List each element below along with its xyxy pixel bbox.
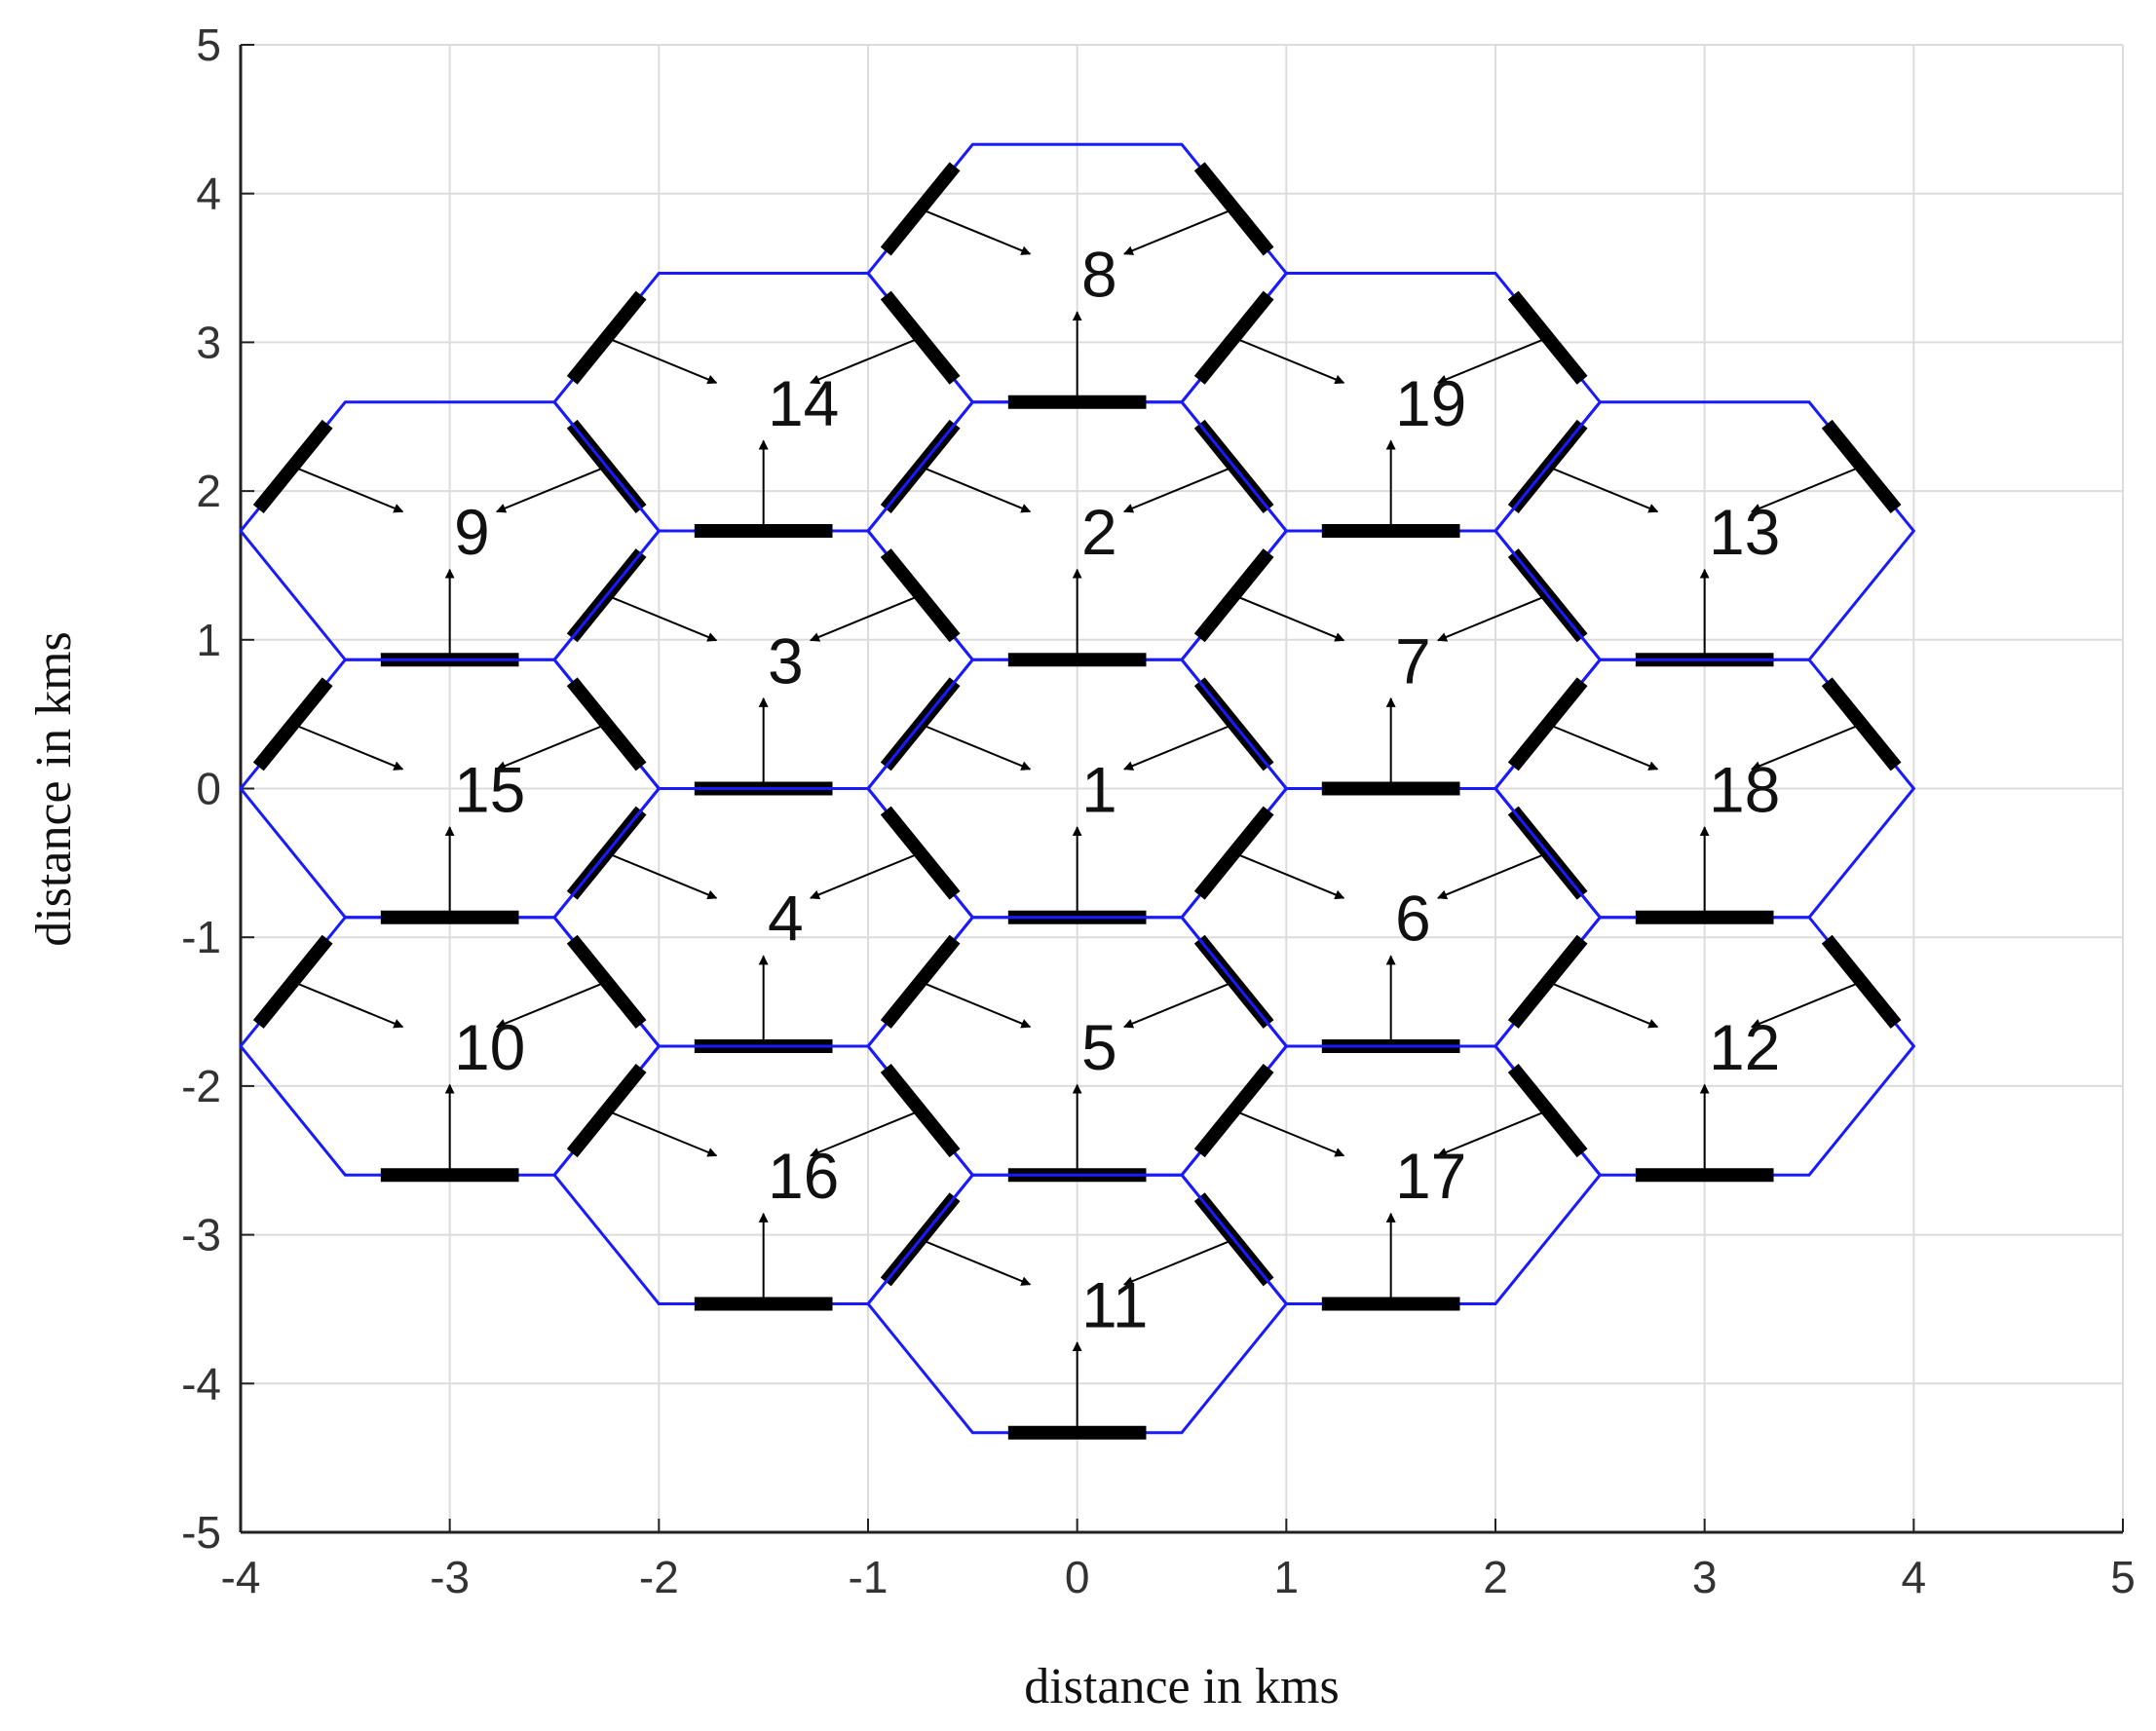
sector-arrow [496,980,608,1029]
y-tick-label: 4 [196,169,221,219]
sector-antenna [1507,1064,1588,1158]
cell-label: 6 [1395,883,1431,955]
hex-cell [1494,658,1916,920]
y-tick-label: 5 [196,19,221,70]
hex-cell [239,658,662,920]
cell-label: 1 [1081,754,1117,826]
sector-arrow [1547,980,1659,1029]
x-tick-label: 3 [1692,1552,1718,1602]
sector-arrow [606,851,718,900]
cell-label: 11 [1081,1268,1149,1340]
sector-arrow [1437,594,1549,642]
cell-label: 8 [1081,239,1117,311]
sector-arrow [496,723,608,771]
sector-arrow [1751,723,1863,771]
y-tick-label: 0 [196,764,221,814]
hex-cell [552,1044,975,1305]
sector-arrow [1437,1110,1549,1157]
x-tick-label: 0 [1065,1552,1090,1602]
sector-arrow [292,723,404,771]
hex-cell [1180,272,1603,533]
y-tick-label: 2 [196,466,221,516]
sector-arrow [1547,723,1659,771]
sector-arrow [1123,1238,1235,1286]
x-tick-label: -3 [430,1552,470,1602]
x-tick-label: 2 [1483,1552,1508,1602]
y-tick-label: -5 [181,1507,221,1558]
cell-label: 14 [768,367,839,439]
sector-arrow [1233,851,1345,900]
sector-arrow [606,336,718,385]
sector-arrow [920,723,1032,771]
sector-arrow [1233,594,1345,642]
sector-arrow [1123,980,1235,1029]
x-tick-label: -1 [849,1552,889,1602]
sector-arrow [606,594,718,642]
cell-label: 4 [768,883,804,955]
sector-antenna [1193,162,1274,256]
y-tick-label: -3 [181,1210,221,1261]
sector-arrow [920,1238,1032,1286]
sector-arrow [1123,723,1235,771]
sector-arrow [292,465,404,513]
sector-arrow [1751,980,1863,1029]
y-tick-label: 1 [196,615,221,665]
sector-antenna [566,1064,647,1158]
sector-arrow [1437,336,1549,385]
y-tick-label: -2 [181,1061,221,1111]
sector-arrow [810,1110,922,1157]
sector-arrow [1233,336,1345,385]
sector-arrow [292,980,404,1029]
cell-label: 16 [768,1140,839,1212]
y-axis-label: distance in kms [26,631,82,947]
y-tick-label: -1 [181,912,221,962]
x-tick-label: 4 [1902,1552,1927,1602]
cell-label: 9 [454,496,490,568]
sector-arrow [496,465,608,513]
cell-label: 7 [1395,624,1431,696]
cell-label: 17 [1395,1140,1466,1212]
y-tick-label: 3 [196,317,221,367]
cell-label: 19 [1395,367,1466,439]
sector-antenna [1821,677,1902,771]
sector-antenna [1507,290,1588,385]
sector-arrow [1123,465,1235,513]
sector-arrow [1233,1110,1345,1157]
x-tick-label: 1 [1274,1552,1300,1602]
sector-arrow [1437,851,1549,900]
cell-label: 13 [1709,496,1780,568]
sector-antenna [880,162,961,256]
sector-antenna [1821,419,1902,513]
x-axis-label: distance in kms [1024,1659,1340,1714]
x-tick-label: 5 [2110,1552,2136,1602]
hex-cell [1180,1044,1603,1305]
x-tick-label: -2 [639,1552,679,1602]
cell-label: 10 [454,1011,525,1083]
sector-antenna [880,934,961,1029]
sector-arrow [810,336,922,385]
x-tick-label: -4 [221,1552,261,1602]
sector-arrow [606,1110,718,1157]
sector-arrow [920,465,1032,513]
cell-label: 3 [768,624,804,696]
cell-label: 15 [454,754,525,826]
cell-label: 12 [1709,1011,1780,1083]
sector-arrow [810,851,922,900]
sector-antenna [566,290,647,385]
sector-antenna [1821,934,1902,1029]
cell-label: 18 [1709,754,1780,826]
sector-arrow [1751,465,1863,513]
sector-arrow [920,980,1032,1029]
sector-arrow [1547,465,1659,513]
cell-label: 2 [1081,496,1117,568]
hex-cell [552,272,975,533]
sector-arrow [810,594,922,642]
sector-arrow [920,207,1032,255]
y-tick-label: -4 [181,1358,221,1409]
sector-arrow [1123,207,1235,255]
cell-label: 5 [1081,1011,1117,1083]
